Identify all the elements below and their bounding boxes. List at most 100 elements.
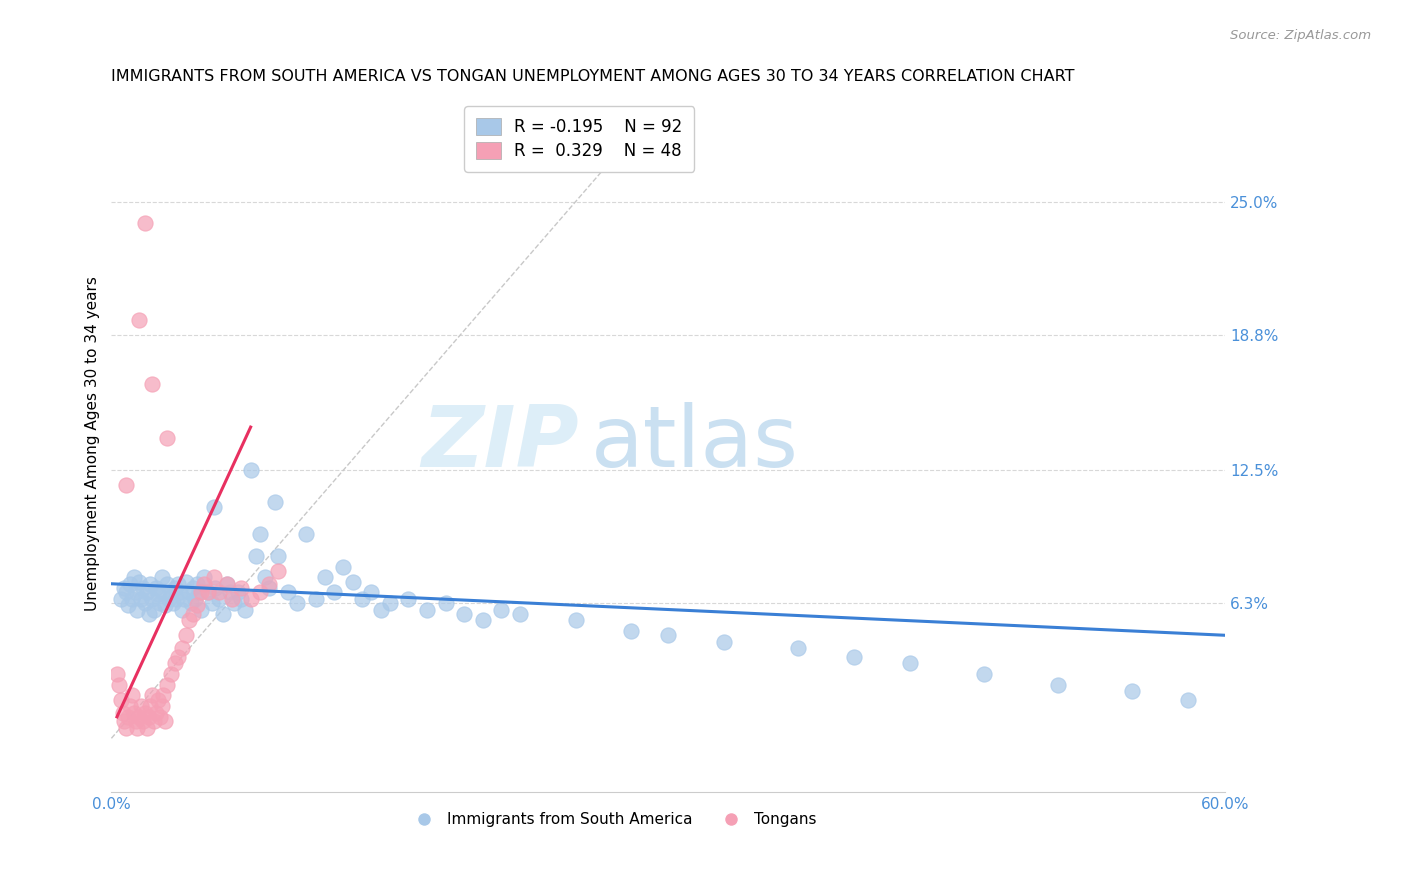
Point (1047, 678, 1070, 692)
Point (174, 628, 197, 642)
Point (139, 576, 162, 591)
Point (134, 216, 156, 230)
Point (304, 591, 326, 606)
Point (787, 641, 810, 656)
Point (124, 714, 146, 728)
Point (249, 585, 271, 599)
Point (139, 699, 162, 714)
Point (179, 613, 201, 627)
Point (267, 549, 290, 563)
Point (170, 602, 193, 616)
Point (112, 714, 135, 728)
Point (105, 667, 128, 681)
Point (181, 581, 204, 595)
Point (132, 714, 155, 728)
Point (491, 602, 513, 616)
Point (150, 570, 173, 584)
Point (208, 585, 231, 599)
Point (124, 585, 146, 599)
Point (167, 649, 190, 664)
Point (434, 596, 457, 610)
Point (128, 574, 150, 589)
Point (138, 607, 160, 621)
Point (221, 591, 243, 606)
Point (156, 431, 179, 445)
Point (143, 714, 166, 728)
Point (222, 596, 245, 610)
Point (211, 607, 233, 621)
Point (249, 527, 271, 541)
Point (453, 607, 475, 621)
Text: IMMIGRANTS FROM SOUTH AMERICA VS TONGAN UNEMPLOYMENT AMONG AGES 30 TO 34 YEARS C: IMMIGRANTS FROM SOUTH AMERICA VS TONGAN … (111, 69, 1076, 84)
Point (180, 596, 202, 610)
Point (111, 706, 134, 720)
Point (564, 613, 586, 627)
Point (128, 710, 150, 724)
Point (215, 576, 238, 591)
Point (118, 576, 141, 591)
Point (122, 570, 145, 584)
Point (314, 570, 336, 584)
Point (152, 689, 174, 703)
Point (135, 721, 157, 735)
Point (186, 599, 208, 613)
Point (184, 591, 207, 606)
Text: Source: ZipAtlas.com: Source: ZipAtlas.com (1230, 29, 1371, 42)
Point (239, 463, 262, 477)
Point (204, 581, 226, 595)
Point (150, 699, 173, 714)
Point (134, 706, 156, 720)
Point (350, 591, 373, 606)
Point (141, 591, 163, 606)
Point (173, 591, 195, 606)
Point (159, 585, 181, 599)
Point (370, 602, 392, 616)
Point (190, 585, 212, 599)
Point (898, 656, 921, 670)
Point (138, 710, 160, 724)
Point (145, 706, 167, 720)
Point (156, 678, 179, 692)
Point (323, 585, 346, 599)
Point (162, 596, 184, 610)
Point (149, 596, 172, 610)
Point (141, 689, 163, 703)
Point (110, 591, 132, 606)
Point (167, 576, 190, 591)
Point (202, 500, 225, 514)
Point (187, 585, 209, 599)
Point (157, 591, 180, 606)
Point (179, 585, 201, 599)
Point (146, 692, 169, 706)
Point (1177, 692, 1199, 706)
Point (197, 585, 219, 599)
Text: atlas: atlas (591, 401, 799, 484)
Point (141, 377, 163, 392)
Point (186, 576, 208, 591)
Point (174, 574, 197, 589)
Point (332, 559, 354, 574)
Point (239, 591, 262, 606)
Point (219, 585, 242, 599)
Point (165, 591, 187, 606)
Point (267, 564, 290, 578)
Point (152, 585, 174, 599)
Point (231, 591, 253, 606)
Point (129, 699, 152, 714)
Point (973, 667, 995, 681)
Point (122, 706, 145, 720)
Point (149, 710, 172, 724)
Point (263, 495, 285, 509)
Point (115, 721, 138, 735)
Point (342, 574, 364, 589)
Point (190, 602, 212, 616)
Y-axis label: Unemployment Among Ages 30 to 34 years: Unemployment Among Ages 30 to 34 years (86, 276, 100, 611)
Point (231, 581, 253, 595)
Point (127, 602, 149, 616)
Point (112, 581, 135, 595)
Point (416, 602, 439, 616)
Point (657, 628, 679, 642)
Point (128, 312, 150, 326)
Point (193, 570, 215, 584)
Point (842, 649, 865, 664)
